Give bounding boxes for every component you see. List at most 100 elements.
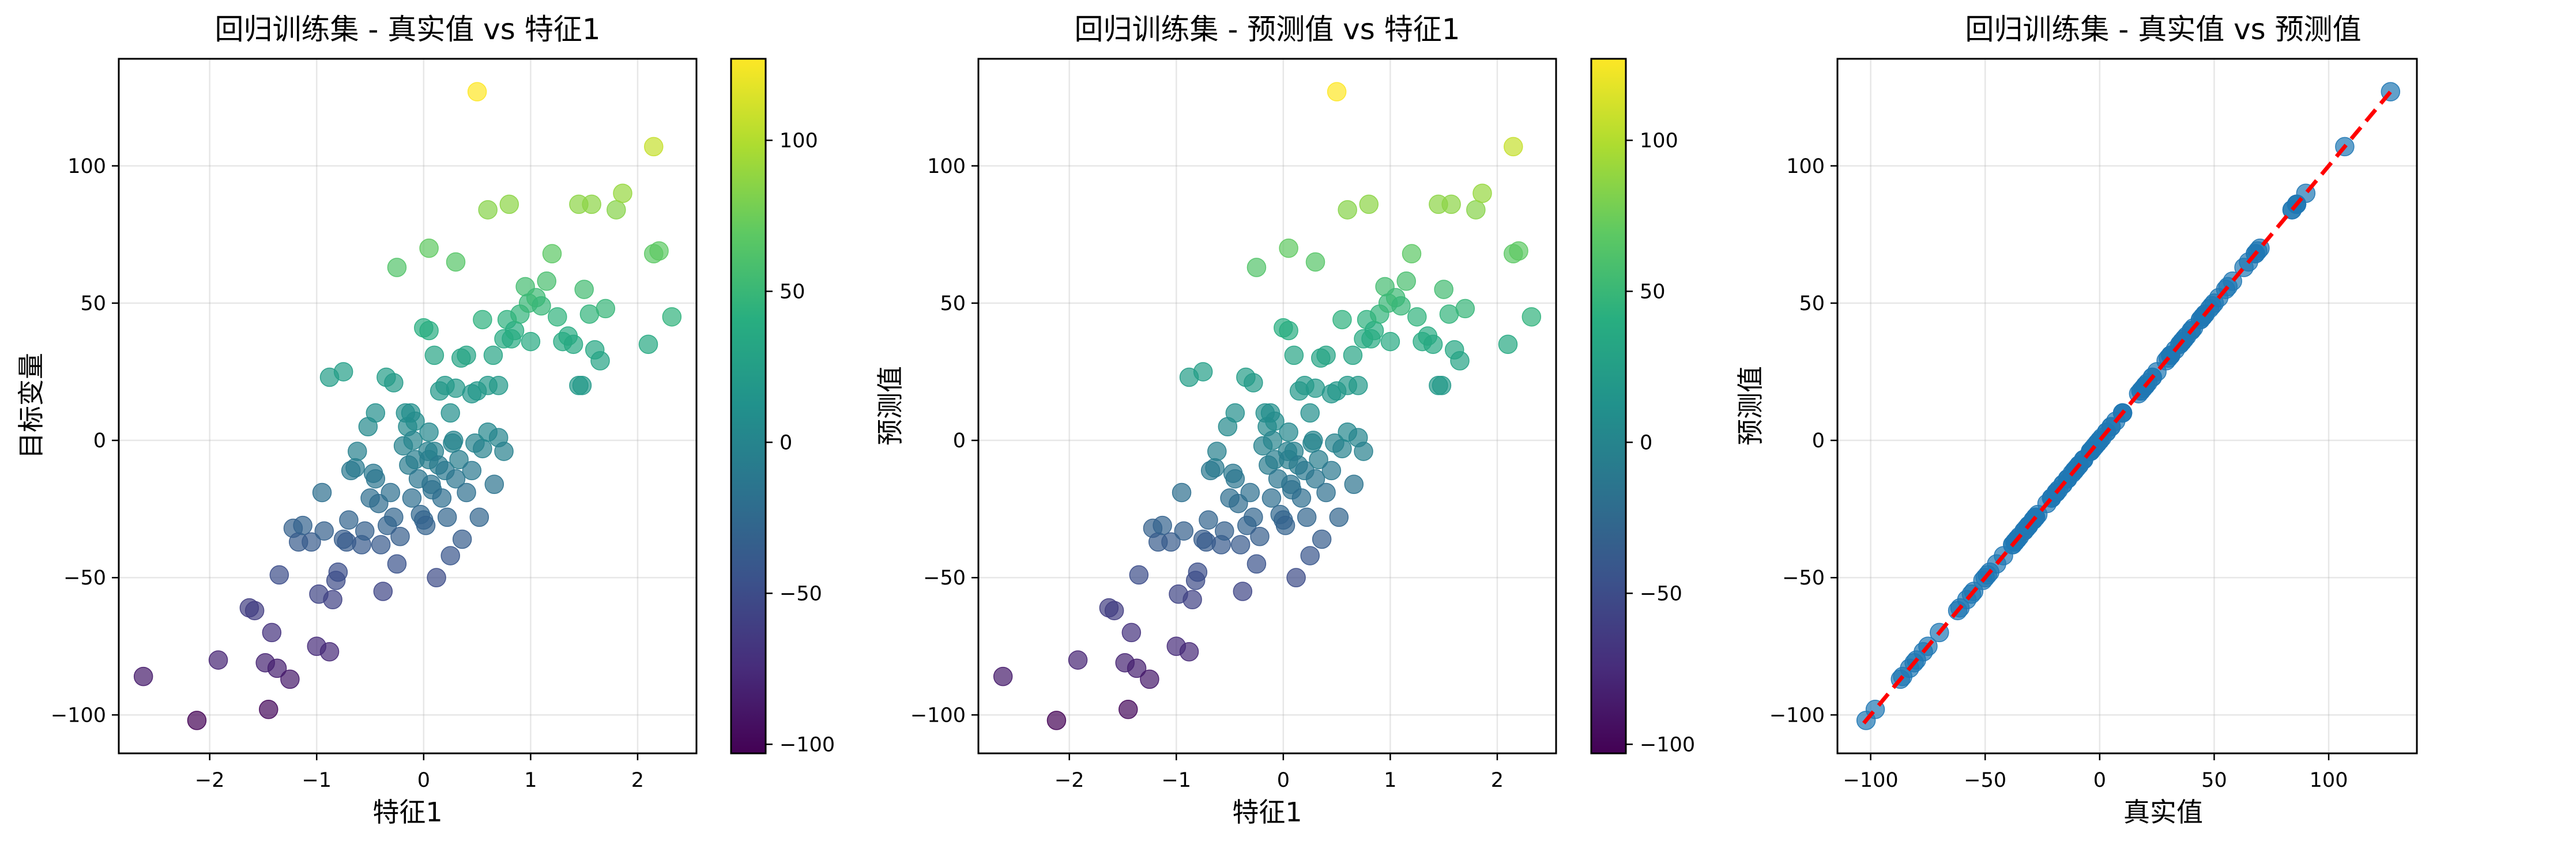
- data-point: [449, 450, 469, 470]
- data-point: [582, 194, 601, 214]
- y-tick-label: 100: [67, 155, 106, 178]
- data-point: [427, 568, 446, 587]
- data-point: [1244, 507, 1263, 527]
- data-point: [319, 642, 340, 662]
- data-point: [1498, 334, 1518, 354]
- data-point: [333, 362, 353, 382]
- panel-1-axes-frame: [118, 58, 698, 755]
- data-point: [348, 442, 367, 461]
- data-point: [402, 488, 422, 508]
- y-tick-label: −100: [1769, 704, 1825, 727]
- data-point: [1279, 320, 1298, 341]
- data-point: [1250, 526, 1270, 546]
- panel-1-y-ticks: −100 −50 0 50 100: [51, 155, 119, 727]
- data-point: [1193, 362, 1213, 382]
- data-point: [1316, 345, 1336, 365]
- data-point: [432, 488, 452, 508]
- data-point: [467, 82, 487, 101]
- data-point: [1344, 474, 1364, 494]
- x-tick-label: −2: [1054, 769, 1084, 792]
- data-point: [473, 310, 492, 330]
- x-tick-label: −2: [195, 769, 225, 792]
- y-tick-label: 0: [93, 429, 106, 452]
- data-point: [267, 658, 287, 678]
- panel-1-x-ticks: −2 −1 0 1 2: [195, 753, 644, 792]
- data-point: [355, 521, 375, 541]
- data-point: [1338, 200, 1357, 220]
- panel-3-y-ticks: −100 −50 0 50 100: [1769, 155, 1837, 727]
- data-point: [1215, 521, 1234, 541]
- data-point: [1207, 442, 1227, 461]
- colorbar-tick-label: 100: [1640, 129, 1678, 152]
- data-point: [269, 565, 289, 585]
- data-point: [1261, 488, 1282, 508]
- data-point: [1225, 403, 1245, 423]
- data-point: [1450, 351, 1470, 371]
- y-tick-label: 100: [927, 155, 966, 178]
- data-point: [1309, 450, 1328, 470]
- data-point: [649, 241, 669, 261]
- data-point: [1321, 461, 1342, 481]
- y-tick-label: 0: [1812, 429, 1825, 452]
- data-point: [1297, 507, 1317, 527]
- data-point: [312, 482, 332, 503]
- data-point: [638, 334, 658, 354]
- data-point: [1068, 650, 1088, 670]
- data-point: [366, 469, 386, 489]
- data-point: [1279, 422, 1298, 442]
- y-tick-label: 100: [1786, 155, 1825, 178]
- panel-1-title: 回归训练集 - 真实值 vs 特征1: [214, 13, 600, 46]
- data-point: [1402, 244, 1422, 263]
- panel-2-colorbar-ticks: 100 50 0 −50 −100: [1626, 129, 1695, 756]
- data-point: [1343, 345, 1363, 365]
- data-point: [483, 345, 503, 365]
- data-point: [446, 252, 466, 272]
- x-tick-label: −50: [1964, 769, 2006, 792]
- data-point: [345, 458, 365, 478]
- data-point: [314, 521, 334, 541]
- panel-1-colorbar: 100 50 0 −50 −100: [730, 58, 835, 756]
- data-point: [1504, 137, 1523, 157]
- data-point: [440, 403, 460, 423]
- panel-1-colorbar-ticks: 100 50 0 −50 −100: [766, 129, 835, 756]
- x-tick-label: 100: [2310, 769, 2348, 792]
- data-point: [469, 507, 489, 527]
- data-point: [1199, 510, 1218, 530]
- y-tick-label: −100: [51, 704, 106, 727]
- data-point: [1225, 469, 1245, 489]
- data-point: [244, 601, 265, 621]
- data-point: [440, 546, 460, 565]
- data-point: [1263, 431, 1283, 450]
- panel-1-grid: [119, 59, 696, 753]
- panel-3-axes-frame: [1836, 58, 2418, 755]
- data-point: [1205, 458, 1225, 478]
- data-point: [452, 529, 472, 549]
- data-point: [366, 403, 386, 423]
- data-point: [1316, 482, 1336, 503]
- data-point: [488, 376, 509, 395]
- data-point: [133, 666, 153, 686]
- data-point: [1291, 488, 1312, 508]
- x-tick-label: 0: [417, 769, 430, 792]
- data-point: [1104, 601, 1124, 621]
- colorbar-tick-label: −50: [1640, 582, 1682, 605]
- data-point: [1391, 296, 1411, 316]
- y-tick-label: −50: [1782, 567, 1825, 590]
- data-point: [1434, 280, 1453, 299]
- data-point: [532, 296, 551, 316]
- data-point: [499, 194, 519, 214]
- data-point: [537, 271, 556, 291]
- x-tick-label: 2: [631, 769, 644, 792]
- data-point: [1423, 334, 1443, 354]
- panel-2-xlabel: 特征1: [1232, 797, 1302, 828]
- x-tick-label: 2: [1491, 769, 1504, 792]
- data-point: [574, 280, 594, 299]
- data-point: [1432, 376, 1452, 395]
- data-point: [1118, 700, 1138, 719]
- colorbar-tick-label: −100: [779, 733, 835, 756]
- panel-2-points: [993, 82, 1542, 730]
- y-tick-label: 50: [940, 292, 966, 315]
- data-point: [302, 532, 321, 552]
- data-point: [387, 258, 407, 277]
